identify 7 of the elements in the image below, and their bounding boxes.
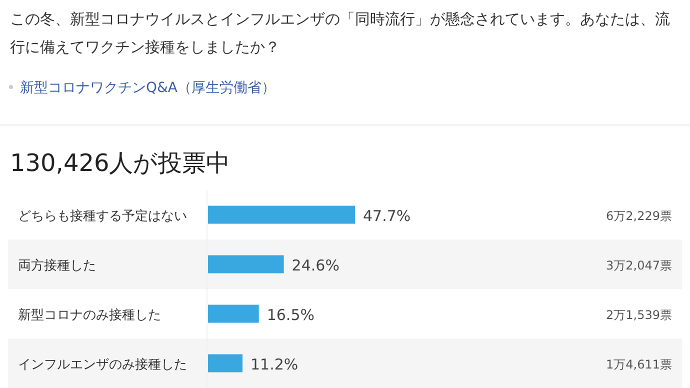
annotation: 6万2,229票 <box>606 208 672 223</box>
annotation: 1万4,611票 <box>606 357 672 372</box>
annotation: 2万1,539票 <box>606 308 672 322</box>
title: この冬、新型コロナウイルスとインフルエンザの「同時流行」が懸念されています。あなたは、流行に備えてワクチン接種をしましたか？ <box>10 10 670 56</box>
annotation: 3万2,047票 <box>606 258 672 272</box>
subtitle: 130,426人が投票中 <box>10 149 230 177</box>
annotation: 新型コロナワクチンQ&A（厚生労働省） <box>20 80 276 96</box>
